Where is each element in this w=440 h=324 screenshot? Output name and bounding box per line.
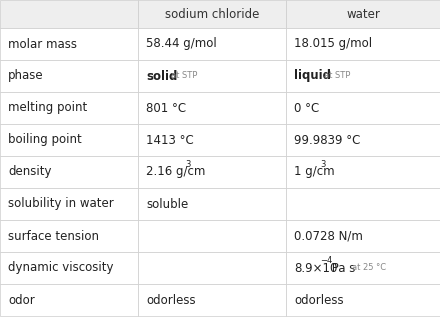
Bar <box>138 220 286 252</box>
Bar <box>0 156 138 188</box>
Text: water: water <box>346 7 380 20</box>
Text: solid: solid <box>146 70 177 83</box>
Bar <box>0 0 138 28</box>
Text: 3: 3 <box>320 160 326 169</box>
Bar <box>0 124 138 156</box>
Text: 58.44 g/mol: 58.44 g/mol <box>146 38 217 51</box>
Text: at STP: at STP <box>171 72 198 80</box>
Bar <box>286 28 440 60</box>
Text: odorless: odorless <box>146 294 196 307</box>
Text: molar mass: molar mass <box>8 38 77 51</box>
Text: surface tension: surface tension <box>8 229 99 242</box>
Bar <box>0 220 138 252</box>
Bar <box>0 60 138 92</box>
Text: solubility in water: solubility in water <box>8 198 114 211</box>
Bar <box>138 28 286 60</box>
Bar <box>0 252 138 284</box>
Bar <box>0 284 138 316</box>
Text: 801 °C: 801 °C <box>146 101 186 114</box>
Text: 1413 °C: 1413 °C <box>146 133 194 146</box>
Text: 0.0728 N/m: 0.0728 N/m <box>294 229 363 242</box>
Bar <box>286 252 440 284</box>
Text: 18.015 g/mol: 18.015 g/mol <box>294 38 372 51</box>
Bar <box>138 188 286 220</box>
Bar <box>138 60 286 92</box>
Text: 3: 3 <box>186 160 191 169</box>
Text: −4: −4 <box>320 257 333 265</box>
Bar <box>286 124 440 156</box>
Bar <box>286 156 440 188</box>
Text: boiling point: boiling point <box>8 133 82 146</box>
Bar <box>138 124 286 156</box>
Bar <box>286 284 440 316</box>
Text: 8.9×10: 8.9×10 <box>294 261 337 274</box>
Bar <box>286 0 440 28</box>
Text: 0 °C: 0 °C <box>294 101 319 114</box>
Bar <box>138 0 286 28</box>
Text: at 25 °C: at 25 °C <box>352 263 386 272</box>
Text: soluble: soluble <box>146 198 188 211</box>
Text: 2.16 g/cm: 2.16 g/cm <box>146 166 205 179</box>
Text: odor: odor <box>8 294 35 307</box>
Bar <box>0 92 138 124</box>
Bar <box>138 252 286 284</box>
Bar <box>286 92 440 124</box>
Text: 99.9839 °C: 99.9839 °C <box>294 133 360 146</box>
Text: 1 g/cm: 1 g/cm <box>294 166 335 179</box>
Bar <box>286 220 440 252</box>
Bar <box>138 92 286 124</box>
Text: liquid: liquid <box>294 70 331 83</box>
Bar <box>286 188 440 220</box>
Text: phase: phase <box>8 70 44 83</box>
Text: density: density <box>8 166 51 179</box>
Bar <box>138 284 286 316</box>
Text: odorless: odorless <box>294 294 344 307</box>
Text: Pa s: Pa s <box>328 261 355 274</box>
Text: melting point: melting point <box>8 101 87 114</box>
Text: sodium chloride: sodium chloride <box>165 7 259 20</box>
Bar <box>286 60 440 92</box>
Bar <box>0 188 138 220</box>
Bar <box>0 28 138 60</box>
Text: at STP: at STP <box>323 72 350 80</box>
Bar <box>138 156 286 188</box>
Text: dynamic viscosity: dynamic viscosity <box>8 261 114 274</box>
